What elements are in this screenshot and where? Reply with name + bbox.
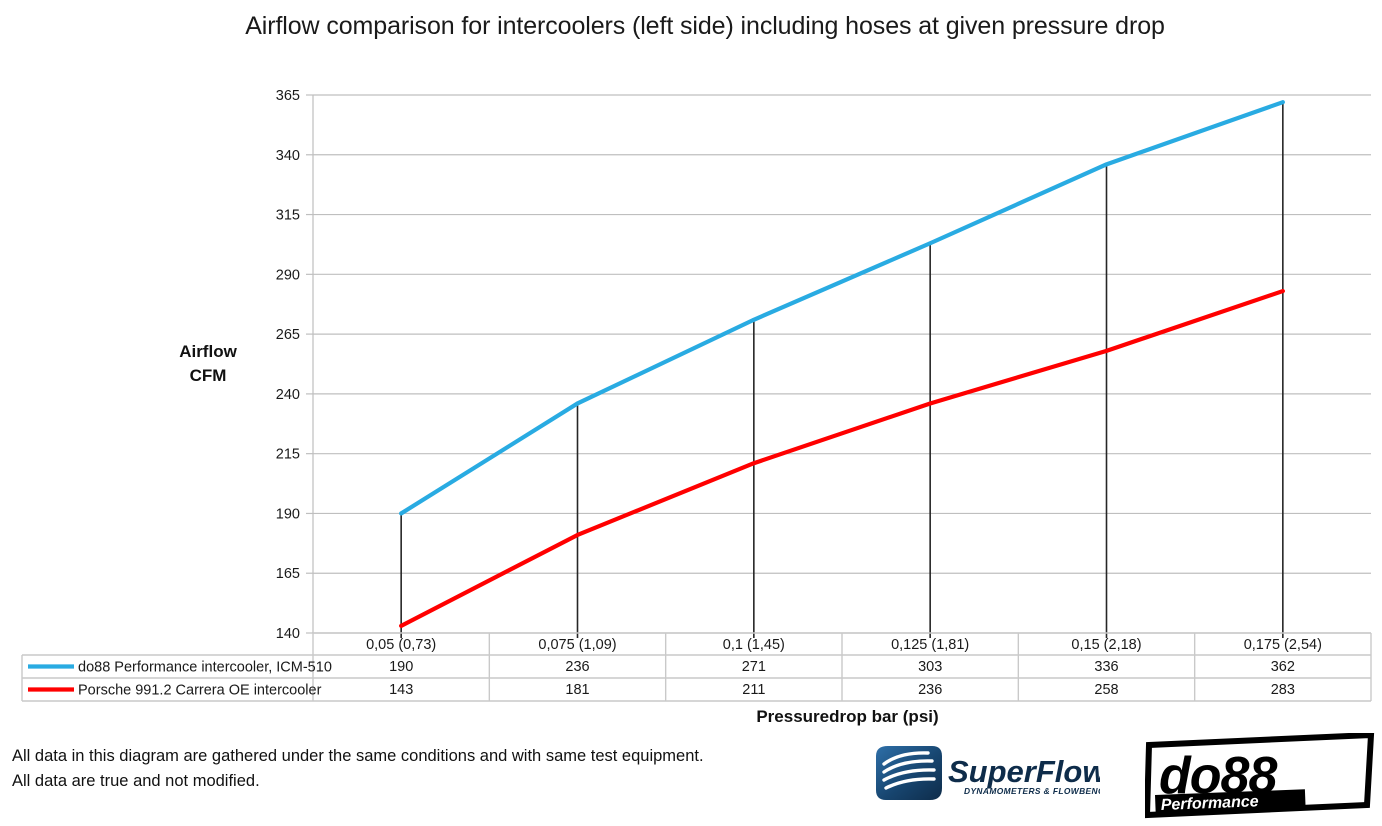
data-point [751, 461, 756, 466]
data-point [1280, 289, 1285, 293]
superflow-tagline: DYNAMOMETERS & FLOWBENCHES [964, 786, 1100, 796]
table-cell-value: 303 [918, 659, 942, 675]
y-tick-label: 240 [276, 387, 300, 403]
legend-label-2: Porsche 991.2 Carrera OE intercooler [78, 683, 322, 699]
page-title: Airflow comparison for intercoolers (lef… [245, 12, 1165, 40]
table-cell-value: 336 [1094, 659, 1118, 675]
category-labels-group: 0,05 (0,73) 0,075 (1,09) 0,1 (1,45) 0,125 (… [366, 637, 1322, 653]
legend-label-1: do88 Performance intercooler, ICM-510 [78, 660, 332, 676]
series-markers-group [399, 100, 1285, 628]
table-cell-value: 181 [565, 682, 589, 698]
table-cell-value: 143 [389, 682, 413, 698]
table-cell-value: 258 [1094, 682, 1118, 698]
series-line-2 [399, 288, 1285, 628]
series-lines-group [399, 100, 1285, 628]
y-axis-title-line1: Airflow [179, 342, 237, 361]
y-tick-label: 165 [276, 566, 300, 582]
y-tick-label: 365 [276, 88, 300, 104]
y-axis-title-line2: CFM [189, 366, 227, 385]
table-cell-value: 236 [565, 659, 589, 675]
legend-labels-group: do88 Performance intercooler, ICM-510 Por… [78, 660, 332, 699]
category-label: 0,125 (1,81) [891, 637, 969, 653]
data-point [928, 401, 933, 406]
data-table-values: 190 236 271 303 336 362 143 181 211 236 258 283 [389, 659, 1295, 698]
y-tick-label: 190 [276, 506, 300, 522]
data-point [928, 241, 933, 246]
data-point [399, 511, 404, 516]
superflow-logo: SuperFlow DYNAMOMETERS & FLOWBENCHES [872, 742, 1100, 808]
x-axis-title: Pressuredrop bar (psi) [756, 707, 939, 726]
table-cell-value: 236 [918, 682, 942, 698]
superflow-wordmark: SuperFlow [948, 754, 1100, 789]
table-cell-value: 283 [1271, 682, 1295, 698]
data-point [751, 317, 756, 322]
category-label: 0,05 (0,73) [366, 637, 436, 653]
data-point [1104, 348, 1109, 353]
series-line-1 [399, 100, 1285, 516]
y-tick-marks-group [306, 94, 313, 634]
legend-swatches-group [28, 664, 74, 692]
y-tick-label: 265 [276, 327, 300, 343]
droplines-group [400, 102, 1284, 638]
do88-logo: do88 Performance [1145, 733, 1375, 819]
table-cell-value: 271 [742, 659, 766, 675]
category-label: 0,15 (2,18) [1071, 637, 1141, 653]
y-tick-label: 290 [276, 267, 300, 283]
disclaimer-note: All data in this diagram are gathered un… [12, 747, 704, 790]
gridlines-group [312, 94, 1371, 634]
y-tick-label: 340 [276, 148, 300, 164]
y-tick-label: 140 [276, 626, 300, 642]
y-tick-label: 315 [276, 208, 300, 224]
category-label: 0,075 (1,09) [538, 637, 616, 653]
table-cell-value: 211 [742, 682, 765, 698]
data-point [1104, 162, 1109, 167]
category-label: 0,1 (1,45) [723, 637, 785, 653]
superflow-wave-lines [882, 751, 936, 790]
table-cell-value: 190 [389, 659, 413, 675]
data-point [575, 533, 580, 537]
do88-tagline: Performance [1161, 793, 1260, 814]
data-point [1280, 100, 1285, 105]
y-axis-title: Airflow CFM [148, 340, 268, 388]
do88-logo-svg: do88 Performance [1145, 733, 1375, 819]
y-tick-label: 215 [276, 447, 300, 463]
category-label: 0,175 (2,54) [1244, 637, 1322, 653]
data-point [399, 623, 404, 628]
data-point [575, 401, 580, 406]
table-cell-value: 362 [1271, 659, 1295, 675]
data-table-grid [21, 632, 1372, 702]
superflow-logo-svg: SuperFlow DYNAMOMETERS & FLOWBENCHES [876, 746, 1100, 800]
y-tick-labels-group: 140 165 190 215 240 265 290 315 340 365 [276, 88, 300, 642]
do88-tagline-bar [1155, 789, 1306, 814]
do88-logo-frame [1145, 733, 1375, 819]
